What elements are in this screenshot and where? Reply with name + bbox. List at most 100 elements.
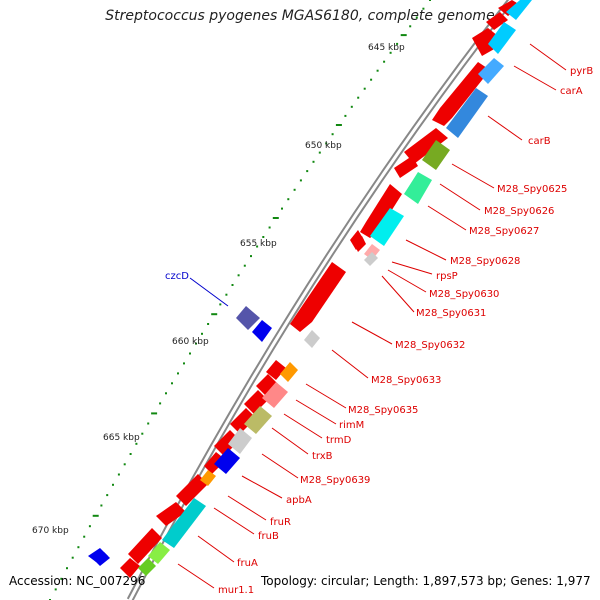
kbp-label-645: 645 kbp	[368, 43, 405, 53]
gene-m28-spy0632[interactable]	[290, 262, 346, 332]
label-rpsp[interactable]: rpsP	[436, 271, 458, 282]
gene-m28-spy0627[interactable]	[360, 184, 402, 238]
scale-dot	[141, 432, 144, 435]
scale-major-tick	[211, 313, 218, 316]
label-m28-spy0628[interactable]: M28_Spy0628	[450, 256, 520, 267]
gene-labels: pyrB carA carB M28_Spy0625 M28_Spy0626 M…	[165, 66, 593, 596]
gene-m28-spy0628[interactable]	[350, 230, 364, 250]
scale-dot	[422, 7, 425, 10]
gene-carb[interactable]	[432, 62, 490, 126]
leader-trmd	[283, 413, 323, 439]
label-m28-spy0627[interactable]: M28_Spy0627	[469, 226, 539, 237]
scale-dot	[207, 323, 210, 325]
gene-m28-spy0639[interactable]	[214, 430, 240, 456]
label-m28-spy0639[interactable]: M28_Spy0639	[300, 475, 370, 486]
label-frua[interactable]: fruA	[237, 558, 258, 569]
scale-dot	[363, 87, 366, 90]
label-mur11[interactable]: mur1.1	[218, 585, 254, 596]
accession-label: Accession: NC_007296	[9, 574, 146, 588]
scale-dot	[71, 556, 74, 559]
label-m28-spy0625[interactable]: M28_Spy0625	[497, 184, 567, 195]
scale-dot	[268, 226, 271, 229]
label-carb[interactable]: carB	[528, 136, 551, 147]
cat-bar-3	[478, 58, 504, 84]
label-cara[interactable]: carA	[560, 86, 583, 97]
gene-mur11[interactable]	[120, 558, 140, 578]
gene-rpsp[interactable]	[354, 236, 366, 252]
cat-bar-17	[162, 498, 206, 548]
label-czcd[interactable]: czcD	[165, 271, 189, 282]
cat-bar-12	[262, 382, 288, 408]
scale-dot	[287, 198, 290, 201]
scale-major-tick	[151, 412, 158, 415]
gene-m28-spy0635[interactable]	[266, 360, 286, 380]
gene-frub[interactable]	[156, 502, 186, 526]
label-m28-spy0635[interactable]: M28_Spy0635	[348, 405, 418, 416]
kbp-label-655: 655 kbp	[240, 239, 277, 249]
scale-dot	[60, 577, 63, 580]
gene-trxb[interactable]	[230, 408, 256, 434]
scale-major-tick	[400, 34, 407, 37]
label-frub[interactable]: fruB	[258, 531, 279, 542]
scale-dot	[159, 402, 162, 405]
scale-dot	[129, 453, 132, 455]
label-m28-spy0631[interactable]: M28_Spy0631	[416, 308, 486, 319]
gene-m28-spy0625[interactable]	[404, 128, 448, 164]
scale-dot	[66, 567, 68, 570]
label-frur[interactable]: fruR	[270, 517, 291, 528]
gene-cara[interactable]	[472, 28, 498, 56]
forward-genes	[120, 0, 522, 578]
scale-dot	[281, 207, 283, 210]
label-m28-spy0630[interactable]: M28_Spy0630	[429, 289, 499, 300]
scale-major-tick	[92, 514, 99, 517]
cat-bar-15	[214, 448, 240, 474]
scale-dot	[389, 51, 392, 54]
label-rimm[interactable]: rimM	[339, 420, 364, 431]
gene-frua[interactable]	[128, 528, 162, 564]
kbp-label-665: 665 kbp	[103, 433, 140, 443]
gene-category-bars	[138, 0, 532, 576]
cat-bar-2	[488, 22, 516, 54]
gene-blue-small-2[interactable]	[94, 552, 110, 566]
cat-bar-18	[148, 542, 170, 564]
leader-mur11	[177, 563, 215, 589]
scale-dot	[318, 151, 321, 154]
scale-dot	[88, 525, 91, 528]
cat-bar-10	[304, 330, 320, 348]
scale-dot	[219, 303, 222, 306]
map-title: Streptococcus pyogenes MGAS6180, complet…	[105, 8, 495, 24]
gene-m28-spy0626[interactable]	[394, 156, 418, 178]
label-pyrb[interactable]: pyrB	[570, 66, 593, 77]
scale-dot	[201, 332, 203, 335]
kbp-label-670: 670 kbp	[32, 526, 69, 536]
scale-dot	[409, 25, 412, 28]
gene-trmd[interactable]	[244, 390, 268, 414]
gene-czcd-2[interactable]	[252, 320, 272, 342]
leader-m28-spy0631	[381, 275, 415, 313]
scale-dot	[123, 463, 126, 466]
leader-m28-spy0626	[439, 183, 481, 211]
gene-frur[interactable]	[176, 474, 208, 506]
label-trmd[interactable]: trmD	[326, 435, 352, 446]
leader-carb	[487, 115, 523, 141]
gene-rimm[interactable]	[256, 374, 278, 396]
leader-m28-spy0633	[331, 349, 369, 379]
scale-dot	[383, 60, 386, 63]
gene-pyrb-2[interactable]	[486, 12, 508, 30]
scale-dots	[49, 0, 431, 600]
label-apba[interactable]: apbA	[286, 495, 312, 506]
scale-dot	[370, 78, 373, 81]
scale-dot	[225, 293, 228, 296]
label-trxb[interactable]: trxB	[312, 451, 333, 462]
kbp-label-660: 660 kbp	[172, 337, 209, 347]
scale-dot	[231, 284, 234, 286]
scale-dot	[54, 588, 57, 591]
label-m28-spy0632[interactable]: M28_Spy0632	[395, 340, 465, 351]
gene-czcd[interactable]	[236, 306, 260, 330]
leader-m28-spy0625	[451, 163, 495, 189]
label-m28-spy0626[interactable]: M28_Spy0626	[484, 206, 554, 217]
label-m28-spy0633[interactable]: M28_Spy0633	[371, 375, 441, 386]
scale-dot	[376, 69, 379, 72]
scale-dot	[306, 170, 309, 173]
